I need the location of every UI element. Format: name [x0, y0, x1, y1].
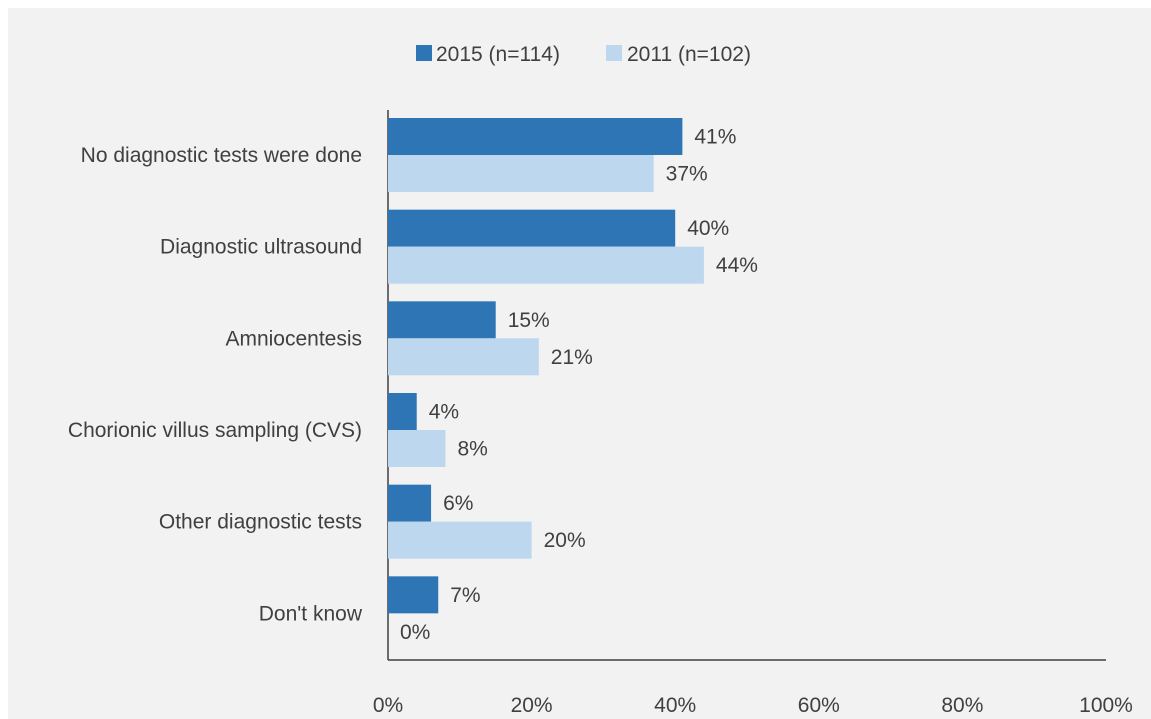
bars — [388, 118, 704, 614]
legend-label-2: 2011 (n=102) — [627, 43, 751, 66]
data-label: 8% — [457, 438, 487, 461]
data-label: 7% — [450, 584, 480, 607]
bar-series-1 — [388, 576, 439, 614]
legend-swatch-1 — [416, 45, 432, 61]
category-label: Diagnostic ultrasound — [160, 236, 362, 259]
x-tick-label: 100% — [1079, 694, 1133, 717]
data-label: 37% — [666, 163, 708, 186]
data-label: 21% — [551, 346, 593, 369]
x-tick-label: 0% — [373, 694, 403, 717]
x-tick-label: 40% — [654, 694, 696, 717]
x-tick-label: 60% — [798, 694, 840, 717]
bar-series-2 — [388, 155, 654, 192]
x-tick-label: 20% — [511, 694, 553, 717]
data-label: 20% — [544, 529, 586, 552]
bar-series-1 — [388, 393, 417, 430]
data-label: 41% — [694, 126, 736, 149]
data-label: 40% — [687, 217, 729, 240]
legend-label-1: 2015 (n=114) — [436, 43, 560, 66]
bar-series-2 — [388, 338, 539, 376]
data-label: 15% — [508, 309, 550, 332]
axes: 0% 20% 40% 60% 80% 100% — [373, 110, 1133, 717]
category-label: Other diagnostic tests — [159, 511, 362, 534]
category-label: No diagnostic tests were done — [81, 144, 362, 167]
bar-series-1 — [388, 209, 676, 247]
data-label: 0% — [400, 621, 430, 644]
x-tick-label: 80% — [941, 694, 983, 717]
data-label: 4% — [429, 401, 459, 424]
bar-series-1 — [388, 484, 432, 522]
category-label: Don't know — [259, 602, 363, 625]
category-label: Chorionic villus sampling (CVS) — [68, 419, 362, 442]
bar-series-2 — [388, 246, 704, 284]
data-label: 44% — [716, 254, 758, 277]
labels: No diagnostic tests were done 41% 37% Diagn… — [68, 126, 758, 644]
bar-series-2 — [388, 521, 532, 559]
bar-series-1 — [388, 118, 683, 155]
bar-series-1 — [388, 301, 496, 339]
legend-swatch-2 — [606, 45, 622, 61]
data-label: 6% — [443, 492, 473, 515]
bar-series-2 — [388, 430, 446, 467]
category-label: Amniocentesis — [225, 327, 362, 350]
legend: 2015 (n=114) 2011 (n=102) — [416, 43, 751, 66]
